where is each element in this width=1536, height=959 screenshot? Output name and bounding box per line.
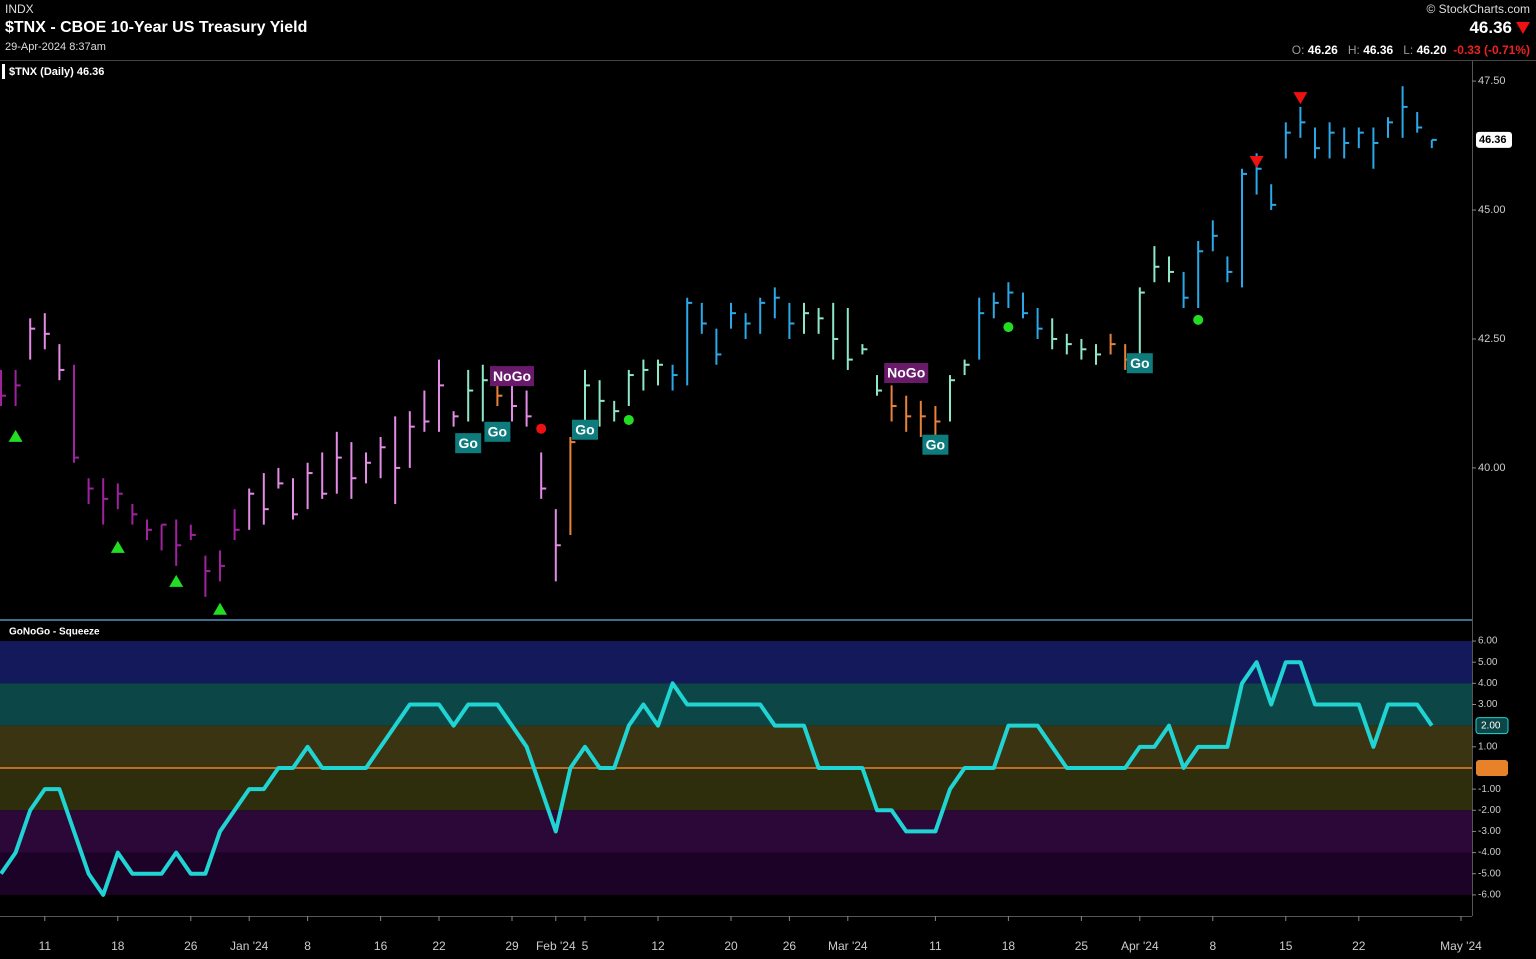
last-tag [1475, 717, 1509, 735]
y-tick-label: 40.00 [1478, 462, 1506, 474]
signal-label: NoGo [887, 365, 925, 381]
y-tick-label: 5.00 [1478, 657, 1498, 668]
x-tick-label: 15 [1279, 939, 1293, 953]
y-tick-label: -4.00 [1478, 847, 1501, 858]
signal-box [484, 421, 511, 442]
x-tick-label: 22 [432, 939, 446, 953]
x-tick-label: 18 [111, 939, 125, 953]
x-tick-label: 8 [1209, 939, 1216, 953]
y-tick-label: -2.00 [1478, 805, 1501, 816]
x-tick-label: 22 [1352, 939, 1366, 953]
last-price: 46.36 [1469, 18, 1512, 37]
oscillator-line [0, 660, 1434, 897]
x-tick-label: 29 [505, 939, 519, 953]
l-label: L: [1403, 43, 1414, 57]
zone [0, 852, 1472, 895]
y-tick-label: -1.00 [1478, 784, 1501, 795]
y-tick-label: 3.00 [1478, 699, 1498, 710]
up-triangle [110, 540, 125, 553]
zone [0, 641, 1472, 684]
legend: $TNX (Daily) 46.36 [9, 66, 104, 78]
ohlc: O: 46.26 H: 46.36 L: 46.20 -0.33 (-0.71%… [1292, 43, 1530, 57]
signal-label: Go [926, 436, 945, 452]
y-tick-label: -5.00 [1478, 868, 1501, 879]
signal-box [884, 363, 929, 384]
signal-box [1126, 353, 1153, 374]
chart-title: $TNX - CBOE 10-Year US Treasury Yield [5, 19, 308, 36]
up-triangle [213, 602, 227, 615]
x-tick-label: 16 [374, 939, 388, 953]
x-tick-label: 25 [1075, 939, 1089, 953]
signal-label: NoGo [493, 368, 531, 384]
down-arrow [1516, 22, 1530, 34]
h-label: H: [1347, 43, 1360, 57]
signal-label: Go [458, 435, 477, 451]
last-tag-label: 2.00 [1481, 720, 1501, 731]
exchange: INDX [5, 2, 34, 16]
y-tick-label: 42.50 [1478, 333, 1506, 345]
x-tick-label: 20 [724, 939, 738, 953]
y-tick-label: 45.00 [1478, 204, 1506, 216]
x-tick-label: 11 [929, 939, 942, 953]
x-tick-label: Apr '24 [1121, 939, 1159, 953]
y-tick-label: 47.50 [1478, 75, 1506, 87]
up-triangle [8, 429, 23, 442]
up-triangle [169, 574, 184, 587]
signal-label: Go [575, 421, 594, 437]
signal-label: Go [1130, 355, 1149, 371]
signal-dot [1003, 322, 1014, 333]
high: 46.36 [1363, 43, 1394, 57]
x-tick-label: Feb '24 [536, 939, 576, 953]
signal-dot [1193, 314, 1204, 325]
signal-dot [536, 423, 547, 434]
y-tick-label: -3.00 [1478, 826, 1501, 837]
x-tick-label: 11 [39, 939, 52, 953]
open: 46.26 [1307, 43, 1338, 57]
signal-box [572, 419, 598, 440]
zero-tag [1476, 759, 1508, 776]
signal-box [922, 434, 949, 455]
zone [0, 767, 1472, 811]
y-tick-label: 4.00 [1478, 678, 1498, 689]
x-tick-label: 12 [651, 939, 665, 953]
low: 46.20 [1416, 43, 1447, 57]
legend-bar [2, 64, 5, 79]
zone [0, 725, 1472, 768]
x-tick-label: May '24 [1440, 939, 1482, 953]
x-tick-label: Jan '24 [230, 939, 269, 953]
y-tick-label: 6.00 [1478, 636, 1498, 647]
change: -0.33 (-0.71%) [1453, 43, 1530, 57]
y-tick-label: -6.00 [1478, 890, 1501, 901]
down-triangle [1293, 92, 1308, 105]
x-tick-label: 26 [783, 939, 797, 953]
x-tick-label: 26 [184, 939, 198, 953]
x-tick-label: 8 [304, 939, 311, 953]
signal-box [455, 433, 482, 454]
signal-dot [623, 414, 634, 425]
x-tick-label: Mar '24 [828, 939, 868, 953]
signal-label: Go [488, 424, 507, 440]
x-tick-label: 5 [582, 939, 589, 953]
down-triangle [1249, 156, 1264, 169]
panel-title: GoNoGo - Squeeze [9, 627, 100, 638]
y-tick-label: 1.00 [1478, 741, 1498, 752]
last-tag [1476, 131, 1512, 148]
last-tag-label: 46.36 [1479, 134, 1507, 146]
date: 29-Apr-2024 8:37am [5, 41, 106, 53]
signal-box [490, 366, 534, 387]
o-label: O: [1291, 43, 1305, 57]
copyright: © StockCharts.com [1426, 2, 1530, 16]
x-tick-label: 18 [1002, 939, 1016, 953]
zone [0, 810, 1472, 853]
